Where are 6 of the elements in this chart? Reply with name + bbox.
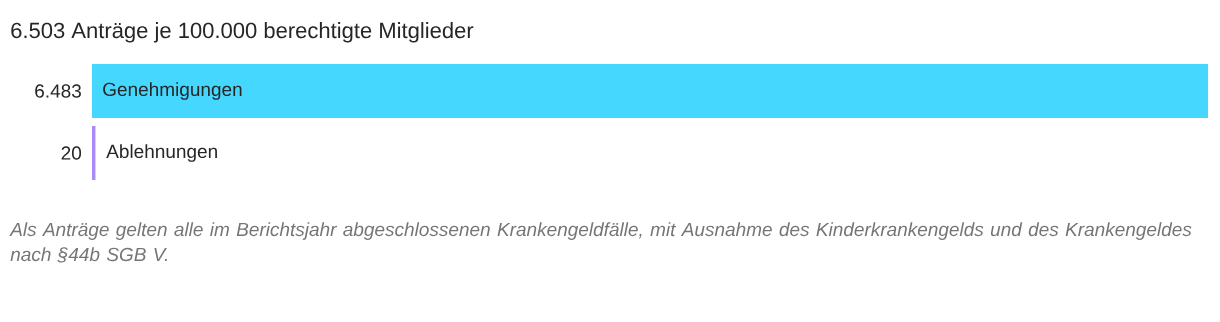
y-tick-label: Genehmigungen bbox=[103, 82, 242, 100]
data-label: 20 bbox=[61, 146, 82, 160]
text: Als Anträge gelten alle im Berichtsjahr abgeschlossenen Krankengeldfälle, mit Ausnahme des Kinderkrankengelds und des Krankengeldes nach §44b SGB V. bbox=[9, 222, 1192, 263]
data-label: 6.483 bbox=[35, 84, 81, 98]
y-tick-label: Ablehnungen bbox=[106, 144, 217, 162]
chart-title: 6.503 Anträge je 100.000 berechtigte Mitglieder bbox=[11, 22, 474, 43]
